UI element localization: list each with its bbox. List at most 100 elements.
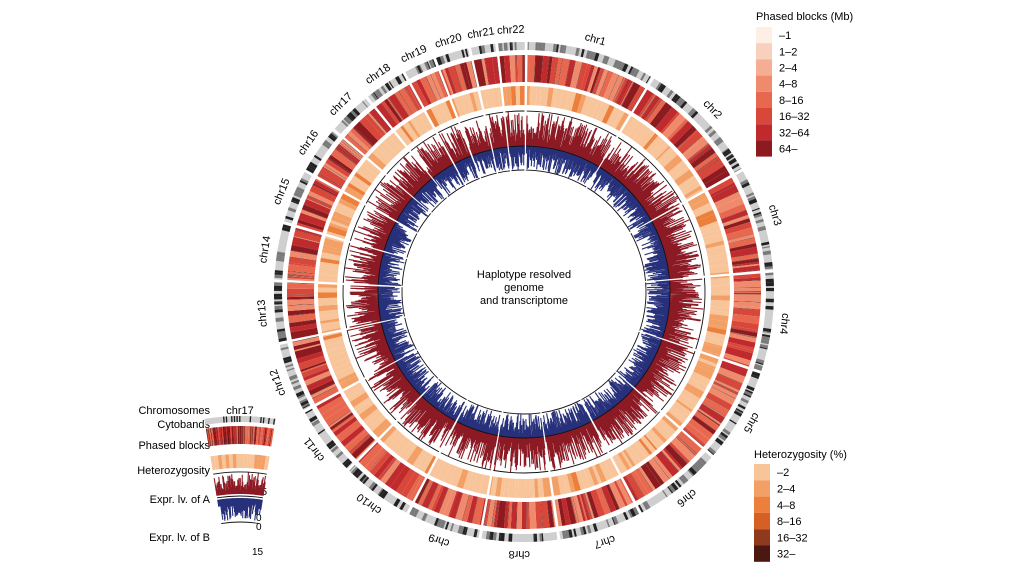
expression-a-bars — [464, 120, 492, 156]
track-axis — [397, 421, 440, 453]
phased-block — [318, 395, 345, 415]
heterozygosity-segment — [356, 170, 374, 184]
phased-block-boundary — [437, 71, 449, 97]
chromosome-label: chr9 — [427, 531, 451, 549]
heterozygosity-segment — [591, 99, 604, 120]
cytoband — [341, 119, 349, 127]
chromosome-chr22: chr22 — [497, 24, 526, 172]
cytoband — [370, 482, 377, 490]
heterozygosity-segment — [612, 110, 625, 129]
phased-block-boundary — [287, 276, 315, 279]
cytoband — [680, 474, 689, 483]
cytoband — [555, 44, 559, 53]
phased-block-boundary — [612, 77, 625, 102]
phased-block — [721, 210, 748, 224]
phased-block-boundary — [564, 59, 571, 87]
phased-block — [411, 81, 429, 108]
expression-a-bars — [345, 285, 382, 328]
chromosome-label: chr5 — [741, 410, 762, 435]
heterozygosity-segment — [710, 306, 730, 313]
cytoband — [295, 390, 305, 398]
phased-block — [409, 475, 426, 502]
phased-block-boundary — [323, 164, 347, 180]
phased-block — [287, 294, 315, 298]
cytoband — [416, 65, 423, 74]
phased-block — [605, 484, 620, 511]
track-axis — [493, 469, 549, 474]
cytoband — [592, 523, 598, 532]
heterozygosity-segment — [557, 474, 568, 495]
phased-block — [668, 442, 690, 464]
phased-block-boundary — [730, 327, 758, 333]
cytoband — [704, 125, 713, 133]
phased-block — [633, 89, 654, 117]
cytoband — [474, 529, 478, 538]
phased-block — [493, 500, 500, 528]
phased-block — [565, 59, 576, 88]
cytoband — [278, 337, 287, 343]
cytoband — [565, 529, 570, 539]
phased-block — [729, 243, 757, 252]
phased-block-boundary — [378, 458, 396, 480]
phased-block — [732, 263, 760, 269]
heterozygosity-segment — [362, 160, 380, 177]
heterozygosity-segment — [667, 160, 685, 175]
phased-legend-swatch — [756, 91, 772, 108]
cytoband — [350, 466, 358, 474]
track-axis — [503, 411, 541, 415]
cytoband — [751, 371, 761, 378]
expression-a-bars — [444, 421, 498, 469]
phased-block — [352, 127, 373, 148]
legend-phased-boundary — [222, 426, 225, 445]
expression-a-bars — [353, 210, 396, 251]
heterozygosity-segment — [347, 182, 366, 196]
phased-block — [287, 304, 315, 312]
phased-block-boundary — [314, 179, 339, 194]
heterozygosity-segment — [322, 331, 342, 337]
phased-block — [295, 227, 322, 237]
legend-cytoband — [222, 416, 225, 423]
phased-block — [303, 368, 330, 381]
cytoband — [436, 56, 443, 66]
heterozygosity-segment — [563, 474, 572, 494]
heterozygosity-legend-swatch — [754, 464, 770, 481]
legend-phased-boundary — [235, 426, 237, 445]
phased-block-boundary — [322, 166, 346, 182]
cytoband — [733, 410, 743, 417]
cytoband — [645, 500, 651, 509]
heterozygosity-segment — [708, 318, 728, 328]
expression-a-bars — [347, 322, 396, 373]
phased-block — [376, 103, 398, 128]
heterozygosity-segment — [489, 476, 494, 496]
expression-a-bars — [400, 396, 456, 448]
phased-block — [419, 76, 437, 104]
phased-block — [317, 173, 342, 190]
phased-block — [649, 102, 673, 128]
phased-legend-label: –1 — [779, 30, 791, 42]
phased-block-boundary — [631, 88, 646, 112]
phased-block-boundary — [731, 253, 758, 258]
legend-heterozygosity-segment — [225, 454, 230, 469]
heterozygosity-segment — [442, 463, 452, 482]
cytoband — [313, 154, 322, 162]
track-axis — [365, 175, 386, 204]
cytoband — [611, 517, 616, 526]
phased-block — [630, 470, 649, 497]
phased-block-boundary — [287, 303, 315, 306]
heterozygosity-segment — [627, 446, 641, 464]
cytoband — [274, 302, 283, 305]
legend-cytoband — [239, 416, 241, 423]
phased-block — [619, 478, 634, 504]
heterozygosity-segment — [492, 87, 501, 108]
phased-legend-swatch — [756, 59, 772, 76]
legend-phased-block — [227, 426, 231, 445]
phased-block-boundary — [722, 214, 749, 224]
phased-block — [723, 352, 751, 366]
expression-a-bars — [392, 155, 432, 197]
cytoband — [281, 226, 291, 232]
track-legend-tick-0-b: 0 — [256, 522, 262, 533]
heterozygosity-segment — [337, 371, 357, 385]
phased-block-boundary — [414, 478, 428, 503]
cytoband — [329, 133, 338, 140]
